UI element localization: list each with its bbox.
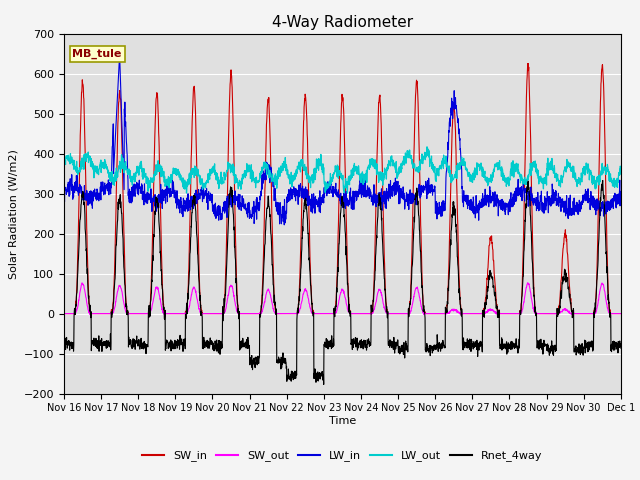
LW_in (116, 55, 124, 60)
SW_out (60, 311, 68, 316)
Rnet_4way (617, 345, 625, 351)
SW_out (568, 310, 576, 316)
SW_out (584, 311, 591, 316)
SW_in (504, 311, 512, 316)
SW_in (358, 311, 366, 316)
X-axis label: Time: Time (329, 416, 356, 426)
SW_out (216, 311, 223, 316)
SW_out (124, 312, 131, 317)
Legend: SW_in, SW_out, LW_in, LW_out, Rnet_4way: SW_in, SW_out, LW_in, LW_out, Rnet_4way (138, 446, 547, 466)
Line: LW_out: LW_out (64, 147, 621, 193)
Text: MB_tule: MB_tule (72, 49, 122, 59)
LW_in (359, 192, 367, 198)
SW_in (617, 311, 625, 316)
SW_in (568, 307, 575, 313)
Rnet_4way (60, 334, 68, 340)
LW_out (216, 182, 223, 188)
SW_in (371, 265, 378, 271)
SW_out (371, 303, 379, 309)
Rnet_4way (568, 309, 575, 314)
SW_out (359, 311, 367, 316)
SW_in (60, 311, 68, 316)
LW_in (617, 190, 625, 196)
LW_out (60, 161, 68, 167)
Y-axis label: Solar Radiation (W/m2): Solar Radiation (W/m2) (8, 149, 18, 278)
Rnet_4way (320, 382, 328, 387)
Rnet_4way (599, 178, 607, 183)
SW_in (524, 60, 532, 66)
LW_out (371, 161, 379, 167)
LW_in (216, 212, 223, 217)
Line: LW_in: LW_in (64, 58, 621, 225)
LW_in (371, 200, 379, 206)
LW_out (344, 190, 351, 196)
Rnet_4way (359, 341, 367, 347)
LW_in (568, 211, 576, 216)
LW_out (568, 164, 576, 170)
LW_in (60, 188, 68, 193)
LW_in (584, 195, 591, 201)
LW_out (584, 170, 591, 176)
Rnet_4way (371, 277, 379, 283)
LW_out (505, 178, 513, 183)
SW_out (524, 280, 532, 286)
SW_in (216, 311, 223, 316)
LW_in (505, 203, 513, 208)
SW_out (504, 311, 512, 316)
LW_out (359, 174, 367, 180)
Rnet_4way (216, 337, 223, 343)
Line: SW_in: SW_in (64, 63, 621, 313)
Line: SW_out: SW_out (64, 283, 621, 314)
LW_in (280, 222, 288, 228)
LW_out (423, 144, 431, 150)
Rnet_4way (504, 340, 512, 346)
SW_in (584, 311, 591, 316)
SW_out (617, 311, 625, 316)
Title: 4-Way Radiometer: 4-Way Radiometer (272, 15, 413, 30)
Rnet_4way (584, 344, 591, 350)
LW_out (617, 168, 625, 174)
Line: Rnet_4way: Rnet_4way (64, 180, 621, 384)
